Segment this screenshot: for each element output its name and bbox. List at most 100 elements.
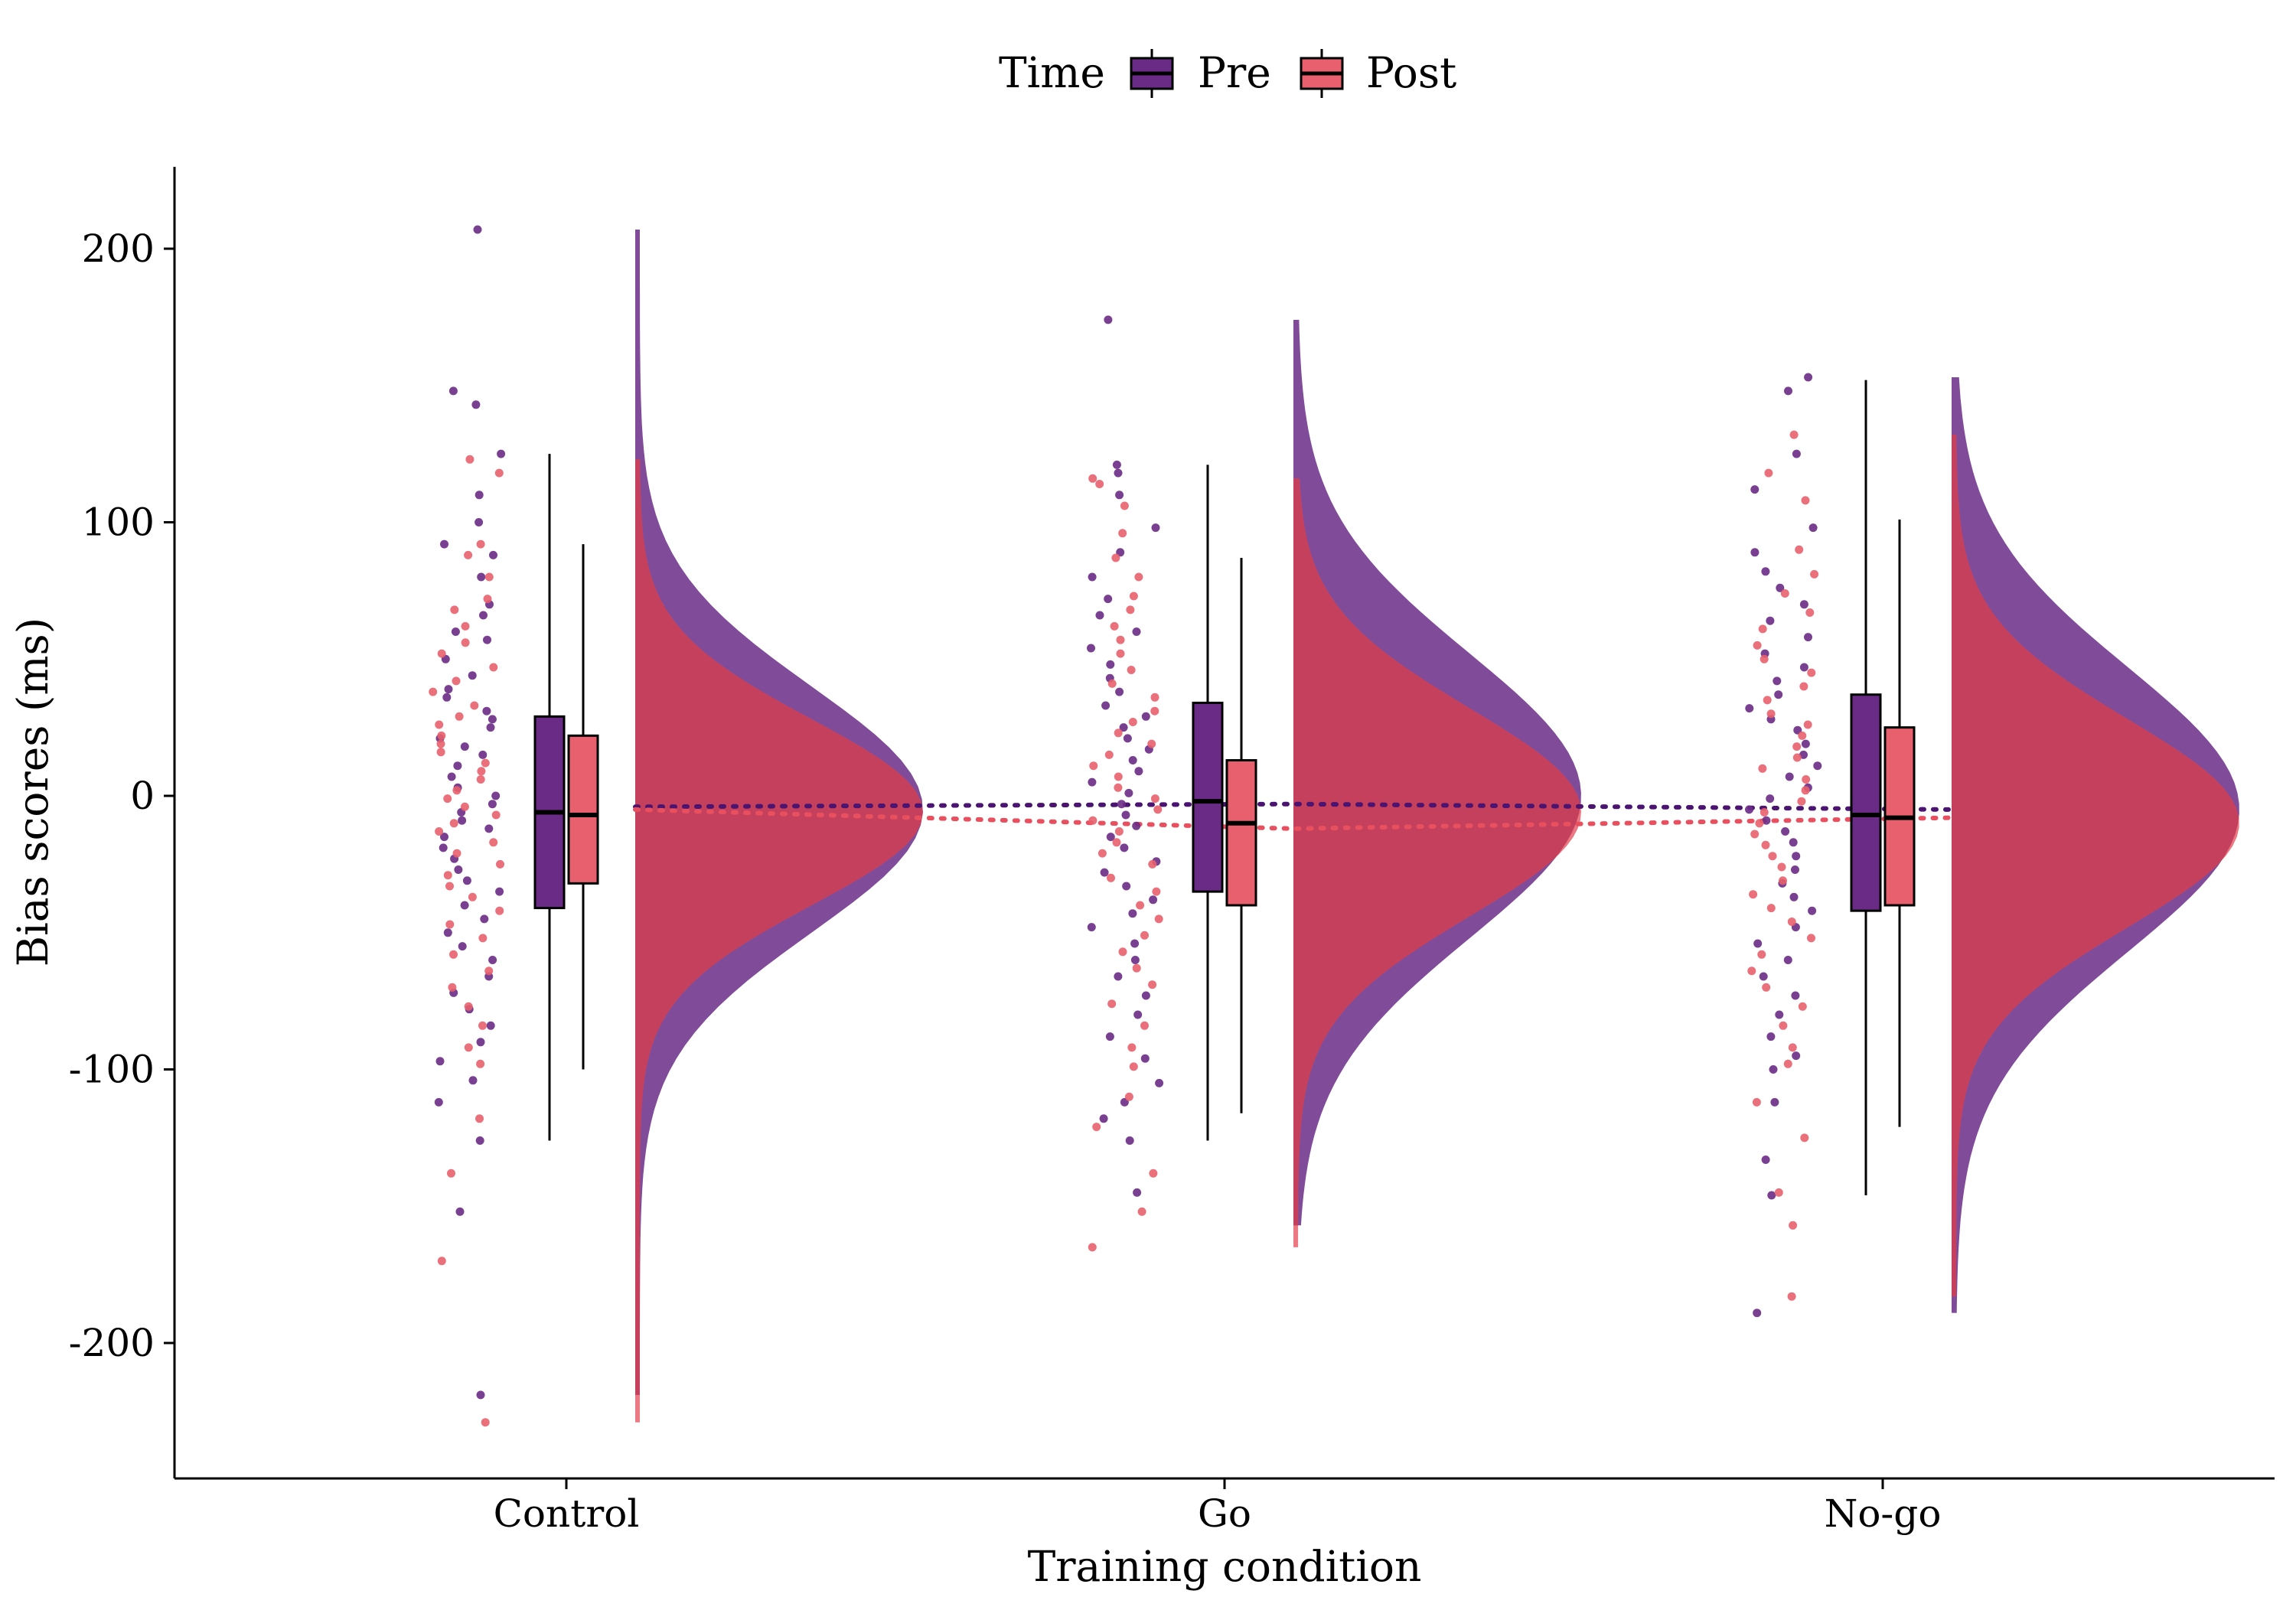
- point-post: [1799, 682, 1808, 691]
- point-pre: [1775, 1010, 1784, 1019]
- point-post: [1807, 934, 1815, 943]
- point-pre: [1140, 1054, 1150, 1063]
- cloud-group-no-go: [1952, 377, 2239, 1313]
- cloud-overlap: [635, 459, 923, 1395]
- point-pre: [1121, 810, 1130, 820]
- point-post: [494, 468, 504, 478]
- legend-title: Time: [999, 48, 1105, 97]
- x-axis-title: Training condition: [1028, 1542, 1422, 1591]
- point-pre: [1133, 1188, 1142, 1197]
- point-post: [1783, 1059, 1792, 1068]
- point-post: [491, 810, 501, 820]
- point-pre: [1792, 852, 1801, 861]
- point-post: [476, 775, 485, 784]
- point-post: [1120, 501, 1129, 510]
- point-pre: [484, 824, 494, 833]
- point-pre: [1773, 676, 1782, 686]
- point-post: [1134, 572, 1143, 582]
- point-pre: [1087, 644, 1095, 653]
- point-post: [1140, 1021, 1149, 1030]
- point-post: [475, 1114, 484, 1123]
- y-tick-label: 200: [82, 227, 155, 271]
- point-post: [450, 605, 459, 614]
- point-pre: [1753, 1309, 1762, 1318]
- legend: Time Pre Post: [999, 48, 1456, 98]
- point-post: [1788, 1043, 1797, 1052]
- box-post: [567, 544, 599, 1070]
- point-post: [1129, 1062, 1138, 1071]
- point-post: [1095, 480, 1104, 488]
- point-post: [1149, 1169, 1158, 1178]
- point-post: [1092, 1123, 1101, 1132]
- point-pre: [1099, 1114, 1108, 1123]
- point-post: [443, 871, 452, 880]
- point-post: [435, 720, 444, 729]
- point-post: [1150, 794, 1159, 804]
- point-post: [1111, 553, 1120, 562]
- point-post: [448, 983, 457, 992]
- point-post: [1801, 496, 1810, 505]
- point-post: [461, 621, 470, 631]
- point-post: [1097, 849, 1107, 858]
- point-post: [1810, 569, 1819, 579]
- point-pre: [1149, 895, 1158, 905]
- point-pre: [1762, 816, 1771, 825]
- point-pre: [460, 742, 469, 751]
- point-post: [1787, 1292, 1796, 1301]
- point-pre: [1753, 939, 1763, 948]
- point-pre: [1745, 704, 1754, 713]
- point-post: [460, 802, 469, 811]
- x-tick-label: No-go: [1825, 1491, 1942, 1536]
- point-pre: [1151, 523, 1160, 533]
- point-post: [1800, 1133, 1809, 1143]
- point-pre: [1761, 567, 1770, 576]
- point-post: [1147, 739, 1156, 748]
- point-post: [1787, 918, 1796, 926]
- point-pre: [1766, 794, 1775, 804]
- point-pre: [1087, 923, 1096, 932]
- point-post: [478, 1021, 487, 1030]
- point-post: [449, 819, 458, 828]
- point-post: [478, 934, 488, 943]
- point-post: [1107, 873, 1115, 882]
- point-pre: [1799, 600, 1808, 609]
- point-pre: [1770, 1097, 1779, 1107]
- box: [1225, 759, 1257, 907]
- point-post: [1762, 983, 1771, 992]
- point-pre: [1105, 1032, 1114, 1041]
- point-post: [1792, 753, 1802, 762]
- point-pre: [1791, 865, 1799, 874]
- point-pre: [1789, 892, 1799, 901]
- point-pre: [1808, 906, 1817, 915]
- point-pre: [1130, 956, 1140, 964]
- point-pre: [488, 715, 497, 724]
- point-pre: [1781, 827, 1790, 836]
- y-tick-label: -200: [69, 1321, 155, 1365]
- point-pre: [1804, 633, 1812, 642]
- point-pre: [1745, 805, 1753, 814]
- legend-key-pre: [1130, 49, 1174, 98]
- point-pre: [1132, 821, 1141, 830]
- point-pre: [1799, 750, 1808, 759]
- point-pre: [440, 833, 448, 842]
- point-pre: [1088, 777, 1097, 787]
- point-pre: [1766, 616, 1775, 625]
- y-tick-label: 0: [130, 774, 155, 818]
- point-pre: [478, 750, 488, 759]
- point-post: [464, 1002, 473, 1011]
- point-pre: [1134, 767, 1143, 776]
- point-pre: [1141, 712, 1150, 721]
- point-pre: [455, 1207, 465, 1216]
- point-pre: [462, 876, 471, 885]
- mean-line-pre: [633, 801, 1954, 812]
- point-post: [1758, 624, 1767, 634]
- point-post: [1124, 1092, 1133, 1101]
- point-post: [495, 906, 504, 915]
- point-pre: [458, 942, 467, 951]
- point-pre: [1117, 800, 1126, 809]
- point-post: [483, 595, 492, 604]
- point-post: [1747, 966, 1756, 976]
- point-post: [1757, 950, 1766, 959]
- point-post: [452, 786, 461, 795]
